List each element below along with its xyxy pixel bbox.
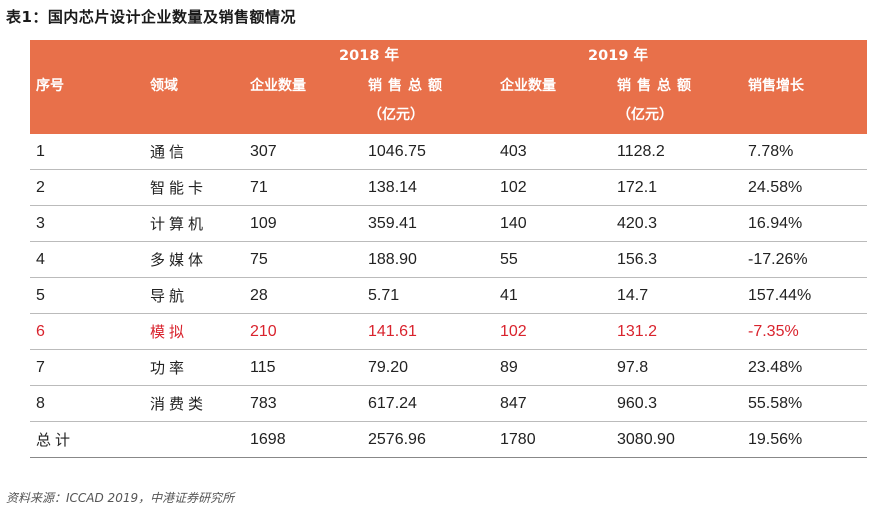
cell-field: 多媒体 bbox=[144, 241, 244, 278]
cell-growth: 24.58% bbox=[742, 169, 867, 206]
header-count-2019: 企业数量 bbox=[494, 68, 611, 102]
cell-count-2019: 1780 bbox=[494, 421, 611, 458]
header-sales-2019: 销售总额 bbox=[611, 68, 742, 102]
header-blank bbox=[742, 102, 867, 134]
cell-sales-2019: 172.1 bbox=[611, 169, 742, 206]
cell-count-2019: 41 bbox=[494, 277, 611, 314]
header-year-2019: 2019 年 bbox=[494, 40, 742, 68]
cell-growth: -7.35% bbox=[742, 313, 867, 350]
cell-field: 智能卡 bbox=[144, 169, 244, 206]
cell-index: 1 bbox=[30, 134, 144, 170]
header-blank bbox=[30, 102, 144, 134]
table-row-highlighted: 6 模拟 210 141.61 102 131.2 -7.35% bbox=[30, 313, 867, 350]
cell-sales-2018: 1046.75 bbox=[362, 134, 494, 170]
table-row: 7 功率 115 79.20 89 97.8 23.48% bbox=[30, 349, 867, 386]
cell-sales-2018: 141.61 bbox=[362, 313, 494, 350]
cell-count-2018: 115 bbox=[244, 349, 362, 386]
table-row: 5 导航 28 5.71 41 14.7 157.44% bbox=[30, 277, 867, 314]
header-blank bbox=[144, 102, 244, 134]
header-index: 序号 bbox=[30, 68, 144, 102]
header-sales-unit-2018: （亿元） bbox=[362, 102, 494, 134]
cell-growth: 55.58% bbox=[742, 385, 867, 422]
cell-count-2019: 89 bbox=[494, 349, 611, 386]
cell-field: 通信 bbox=[144, 134, 244, 170]
cell-field: 计算机 bbox=[144, 205, 244, 242]
cell-count-2018: 75 bbox=[244, 241, 362, 278]
cell-growth: 16.94% bbox=[742, 205, 867, 242]
cell-count-2018: 71 bbox=[244, 169, 362, 206]
header-growth: 销售增长 bbox=[742, 68, 867, 102]
cell-field: 模拟 bbox=[144, 313, 244, 350]
table-header: 2018 年 2019 年 序号 领域 企业数量 销售总额 企业数量 销售总额 … bbox=[30, 40, 867, 134]
header-blank bbox=[144, 40, 244, 68]
cell-sales-2019: 960.3 bbox=[611, 385, 742, 422]
cell-sales-2018: 359.41 bbox=[362, 205, 494, 242]
header-sales-2018: 销售总额 bbox=[362, 68, 494, 102]
table-title: 表1：国内芯片设计企业数量及销售额情况 bbox=[6, 8, 296, 26]
table-row: 4 多媒体 75 188.90 55 156.3 -17.26% bbox=[30, 241, 867, 278]
cell-sales-2019: 420.3 bbox=[611, 205, 742, 242]
header-field: 领域 bbox=[144, 68, 244, 102]
cell-sales-2019: 3080.90 bbox=[611, 421, 742, 458]
table-row-total: 总计 1698 2576.96 1780 3080.90 19.56% bbox=[30, 421, 867, 458]
cell-index: 6 bbox=[30, 313, 144, 350]
header-blank bbox=[30, 40, 144, 68]
cell-growth: 157.44% bbox=[742, 277, 867, 314]
cell-sales-2018: 188.90 bbox=[362, 241, 494, 278]
cell-count-2018: 109 bbox=[244, 205, 362, 242]
table-row: 2 智能卡 71 138.14 102 172.1 24.58% bbox=[30, 169, 867, 206]
cell-sales-2018: 79.20 bbox=[362, 349, 494, 386]
cell-growth: -17.26% bbox=[742, 241, 867, 278]
cell-sales-2018: 138.14 bbox=[362, 169, 494, 206]
cell-count-2018: 1698 bbox=[244, 421, 362, 458]
cell-field: 功率 bbox=[144, 349, 244, 386]
cell-sales-2019: 156.3 bbox=[611, 241, 742, 278]
cell-index: 3 bbox=[30, 205, 144, 242]
cell-field: 消费类 bbox=[144, 385, 244, 422]
cell-field-empty bbox=[144, 421, 244, 458]
cell-count-2018: 28 bbox=[244, 277, 362, 314]
cell-sales-2019: 131.2 bbox=[611, 313, 742, 350]
cell-growth: 19.56% bbox=[742, 421, 867, 458]
cell-growth: 23.48% bbox=[742, 349, 867, 386]
cell-index: 8 bbox=[30, 385, 144, 422]
header-blank bbox=[244, 102, 362, 134]
cell-index: 7 bbox=[30, 349, 144, 386]
table-row: 8 消费类 783 617.24 847 960.3 55.58% bbox=[30, 385, 867, 422]
data-table-container: 2018 年 2019 年 序号 领域 企业数量 销售总额 企业数量 销售总额 … bbox=[30, 40, 867, 458]
header-count-2018: 企业数量 bbox=[244, 68, 362, 102]
cell-sales-2018: 617.24 bbox=[362, 385, 494, 422]
cell-count-2019: 847 bbox=[494, 385, 611, 422]
cell-count-2019: 403 bbox=[494, 134, 611, 170]
cell-growth: 7.78% bbox=[742, 134, 867, 170]
cell-sales-2019: 1128.2 bbox=[611, 134, 742, 170]
cell-sales-2018: 2576.96 bbox=[362, 421, 494, 458]
cell-sales-2019: 14.7 bbox=[611, 277, 742, 314]
cell-index: 5 bbox=[30, 277, 144, 314]
chip-design-table: 2018 年 2019 年 序号 领域 企业数量 销售总额 企业数量 销售总额 … bbox=[30, 40, 867, 458]
cell-count-2019: 140 bbox=[494, 205, 611, 242]
cell-total-label: 总计 bbox=[30, 421, 144, 458]
table-row: 3 计算机 109 359.41 140 420.3 16.94% bbox=[30, 205, 867, 242]
cell-index: 4 bbox=[30, 241, 144, 278]
cell-count-2019: 102 bbox=[494, 313, 611, 350]
header-year-2018: 2018 年 bbox=[244, 40, 494, 68]
table-row: 1 通信 307 1046.75 403 1128.2 7.78% bbox=[30, 134, 867, 170]
cell-count-2018: 783 bbox=[244, 385, 362, 422]
cell-count-2019: 102 bbox=[494, 169, 611, 206]
cell-count-2018: 210 bbox=[244, 313, 362, 350]
header-sales-unit-2019: （亿元） bbox=[611, 102, 742, 134]
cell-count-2018: 307 bbox=[244, 134, 362, 170]
header-blank bbox=[742, 40, 867, 68]
header-blank bbox=[494, 102, 611, 134]
cell-sales-2018: 5.71 bbox=[362, 277, 494, 314]
cell-count-2019: 55 bbox=[494, 241, 611, 278]
cell-index: 2 bbox=[30, 169, 144, 206]
source-note: 资料来源：ICCAD 2019，中港证券研究所 bbox=[6, 491, 235, 505]
table-body: 1 通信 307 1046.75 403 1128.2 7.78% 2 智能卡 … bbox=[30, 134, 867, 458]
cell-field: 导航 bbox=[144, 277, 244, 314]
cell-sales-2019: 97.8 bbox=[611, 349, 742, 386]
